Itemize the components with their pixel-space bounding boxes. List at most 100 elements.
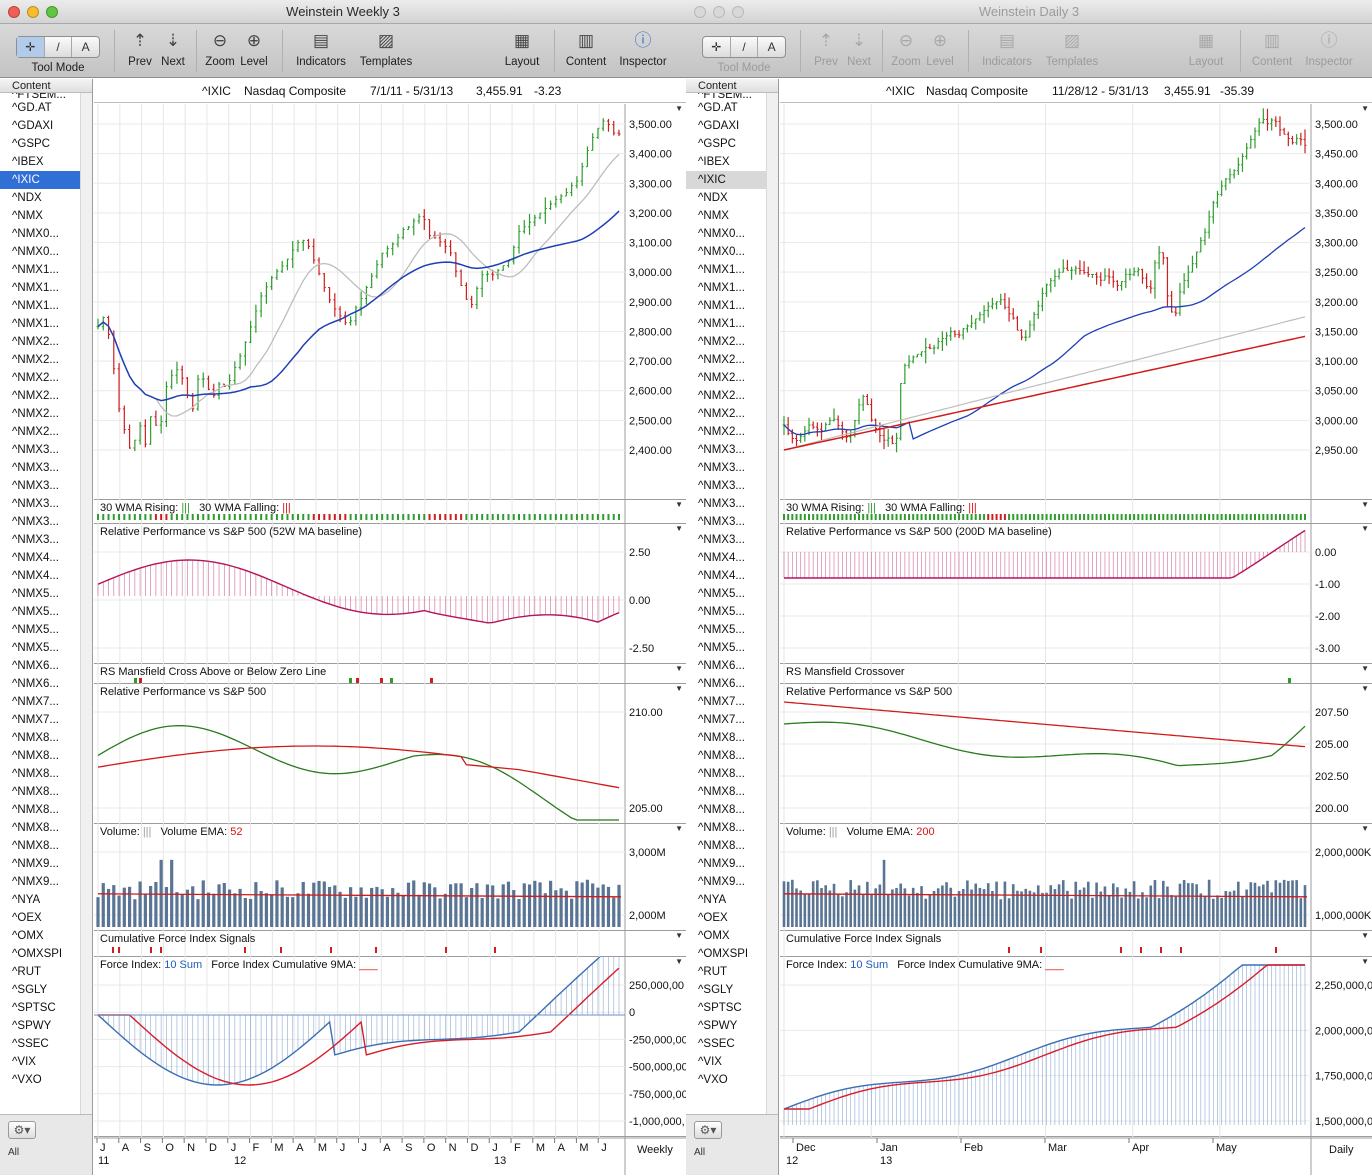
- pane-rp[interactable]: 207.50 205.00 202.50 200.00 Relative Perform…: [780, 684, 1372, 824]
- sidebar-item[interactable]: ^NMX5...: [698, 624, 745, 636]
- sidebar-item[interactable]: ^NMX5...: [698, 606, 745, 618]
- sidebar-item[interactable]: ^GSPC: [698, 138, 736, 150]
- sidebar-item[interactable]: ^NMX8...: [698, 804, 745, 816]
- sidebar-item[interactable]: ^SPTSC: [698, 1002, 742, 1014]
- inspector-button[interactable]: ⓘ Inspector: [1300, 26, 1358, 68]
- pane-menu-icon[interactable]: ▼: [675, 524, 683, 533]
- sidebar-item[interactable]: ^NYA: [698, 894, 727, 906]
- sidebar-item[interactable]: ^FTSEM...: [12, 93, 66, 99]
- sidebar-item[interactable]: ^NMX2...: [698, 372, 745, 384]
- sidebar-item[interactable]: ^NMX6...: [698, 678, 745, 690]
- sidebar-item[interactable]: ^NMX5...: [698, 642, 745, 654]
- title-bar[interactable]: Weinstein Weekly 3: [0, 0, 686, 24]
- sidebar-item[interactable]: ^NMX1...: [12, 300, 59, 312]
- pane-menu-icon[interactable]: ▼: [675, 957, 683, 966]
- sidebar-item[interactable]: ^NMX2...: [698, 390, 745, 402]
- sidebar-item[interactable]: ^NMX9...: [698, 876, 745, 888]
- sidebar-item[interactable]: ^NMX6...: [12, 660, 59, 672]
- sidebar-item[interactable]: ^NMX2...: [12, 372, 59, 384]
- sidebar-item[interactable]: ^NMX3...: [12, 480, 59, 492]
- inspector-button[interactable]: ⓘ Inspector: [614, 26, 672, 68]
- zoom-out-button[interactable]: ⊖ Zoom: [205, 26, 235, 68]
- content-button[interactable]: ▥ Content: [1248, 26, 1296, 68]
- sidebar-item[interactable]: ^NMX0...: [12, 246, 59, 258]
- sidebar-item[interactable]: ^NMX2...: [12, 390, 59, 402]
- sidebar-item[interactable]: ^NMX1...: [12, 264, 59, 276]
- sidebar-item[interactable]: ^OEX: [698, 912, 728, 924]
- sidebar-item[interactable]: ^NMX3...: [12, 516, 59, 528]
- sidebar-item[interactable]: ^NMX8...: [698, 732, 745, 744]
- zoom-in-button[interactable]: ⊕ Level: [924, 26, 956, 68]
- sidebar-item[interactable]: ^NMX1...: [698, 300, 745, 312]
- sidebar-item[interactable]: ^SSEC: [698, 1038, 735, 1050]
- sidebar-item[interactable]: ^NMX1...: [12, 282, 59, 294]
- sidebar-item[interactable]: ^OMX: [698, 930, 730, 942]
- pane-menu-icon[interactable]: ▼: [675, 824, 683, 833]
- title-bar[interactable]: Weinstein Daily 3: [686, 0, 1372, 24]
- pane-wma[interactable]: 30 WMA Rising: ||| 30 WMA Falling: ||| ▼: [780, 500, 1372, 524]
- zoom-window-icon[interactable]: [732, 6, 744, 18]
- sidebar-item[interactable]: ^NMX8...: [12, 822, 59, 834]
- pane-menu-icon[interactable]: ▼: [675, 664, 683, 673]
- pane-price[interactable]: 3,500.00 3,450.00 3,400.00 3,350.00 3,300.00…: [780, 104, 1372, 500]
- sidebar-item[interactable]: ^NMX3...: [698, 444, 745, 456]
- pane-rp52[interactable]: 2.50 0.00 -2.50 Relative Performance vs S&P…: [94, 524, 686, 664]
- pane-menu-icon[interactable]: ▼: [675, 500, 683, 509]
- sidebar-item[interactable]: ^GD.AT: [12, 102, 52, 114]
- pane-rsm[interactable]: RS Mansfield Cross Above or Below Zero L…: [94, 664, 686, 684]
- sidebar-item[interactable]: ^IXIC: [686, 171, 766, 189]
- all-button[interactable]: All: [8, 1147, 20, 1158]
- sidebar-item[interactable]: ^IBEX: [12, 156, 44, 168]
- sidebar-scroll-strip[interactable]: [766, 93, 778, 1175]
- sidebar-item[interactable]: ^FTSEM...: [698, 93, 752, 99]
- sidebar-item[interactable]: ^NMX5...: [12, 642, 59, 654]
- sidebar-item[interactable]: ^OMXSPI: [698, 948, 749, 960]
- sidebar-item[interactable]: ^NMX7...: [12, 714, 59, 726]
- pane-vol[interactable]: 2,000,000K 1,000,000K Volume: ||| Volume E…: [780, 824, 1372, 931]
- next-button[interactable]: ⇣ Next: [844, 26, 874, 68]
- sidebar-item[interactable]: ^NMX5...: [12, 588, 59, 600]
- sidebar-item[interactable]: ^OMXSPI: [12, 948, 63, 960]
- prev-button[interactable]: ⇡ Prev: [812, 26, 840, 68]
- sidebar-item[interactable]: ^NMX1...: [12, 318, 59, 330]
- sidebar-item[interactable]: ^NMX8...: [698, 786, 745, 798]
- indicators-button[interactable]: ▤ Indicators: [292, 26, 350, 68]
- sidebar-item[interactable]: ^NMX2...: [12, 408, 59, 420]
- sidebar-item[interactable]: ^IBEX: [698, 156, 730, 168]
- sidebar-item[interactable]: ^SSEC: [12, 1038, 49, 1050]
- indicators-button[interactable]: ▤ Indicators: [978, 26, 1036, 68]
- sidebar-item[interactable]: ^NMX7...: [698, 714, 745, 726]
- sidebar-item[interactable]: ^NMX8...: [698, 840, 745, 852]
- sidebar-item[interactable]: ^NMX: [698, 210, 729, 222]
- period-label[interactable]: Daily: [1329, 1144, 1354, 1156]
- sidebar-item[interactable]: ^NMX1...: [698, 264, 745, 276]
- sidebar-item[interactable]: ^NMX2...: [698, 408, 745, 420]
- sidebar-item[interactable]: ^GD.AT: [698, 102, 738, 114]
- sidebar-item[interactable]: ^NMX2...: [12, 336, 59, 348]
- sidebar-item[interactable]: ^NMX8...: [698, 750, 745, 762]
- pane-menu-icon[interactable]: ▼: [1361, 524, 1369, 533]
- sidebar-item[interactable]: ^NMX4...: [698, 552, 745, 564]
- sidebar-item[interactable]: ^NMX3...: [698, 498, 745, 510]
- sidebar-item[interactable]: ^NMX4...: [12, 570, 59, 582]
- pane-menu-icon[interactable]: ▼: [675, 931, 683, 940]
- sidebar-item[interactable]: ^OEX: [12, 912, 42, 924]
- pane-price[interactable]: 3,500.00 3,400.00 3,300.00 3,200.00 3,100.00…: [94, 104, 686, 500]
- pane-menu-icon[interactable]: ▼: [675, 684, 683, 693]
- pane-menu-icon[interactable]: ▼: [675, 104, 683, 113]
- sidebar-item[interactable]: ^NMX2...: [698, 426, 745, 438]
- layout-button[interactable]: ▦ Layout: [500, 26, 544, 68]
- sidebar-item[interactable]: ^NMX3...: [12, 534, 59, 546]
- crosshair-tool-icon[interactable]: ✛: [17, 37, 45, 57]
- sidebar-item[interactable]: ^VIX: [12, 1056, 36, 1068]
- gear-icon[interactable]: ⚙▾: [694, 1121, 722, 1139]
- pane-vol[interactable]: 3,000M 2,000M Volume: ||| Volume EMA: 52 ▼: [94, 824, 686, 931]
- pane-menu-icon[interactable]: ▼: [1361, 824, 1369, 833]
- crosshair-tool-icon[interactable]: ✛: [703, 37, 731, 57]
- sidebar-item[interactable]: ^GDAXI: [12, 120, 54, 132]
- sidebar-item[interactable]: ^NMX8...: [698, 768, 745, 780]
- sidebar-item[interactable]: ^NMX: [12, 210, 43, 222]
- layout-button[interactable]: ▦ Layout: [1184, 26, 1228, 68]
- pane-menu-icon[interactable]: ▼: [1361, 104, 1369, 113]
- sidebar-item[interactable]: ^NMX5...: [12, 606, 59, 618]
